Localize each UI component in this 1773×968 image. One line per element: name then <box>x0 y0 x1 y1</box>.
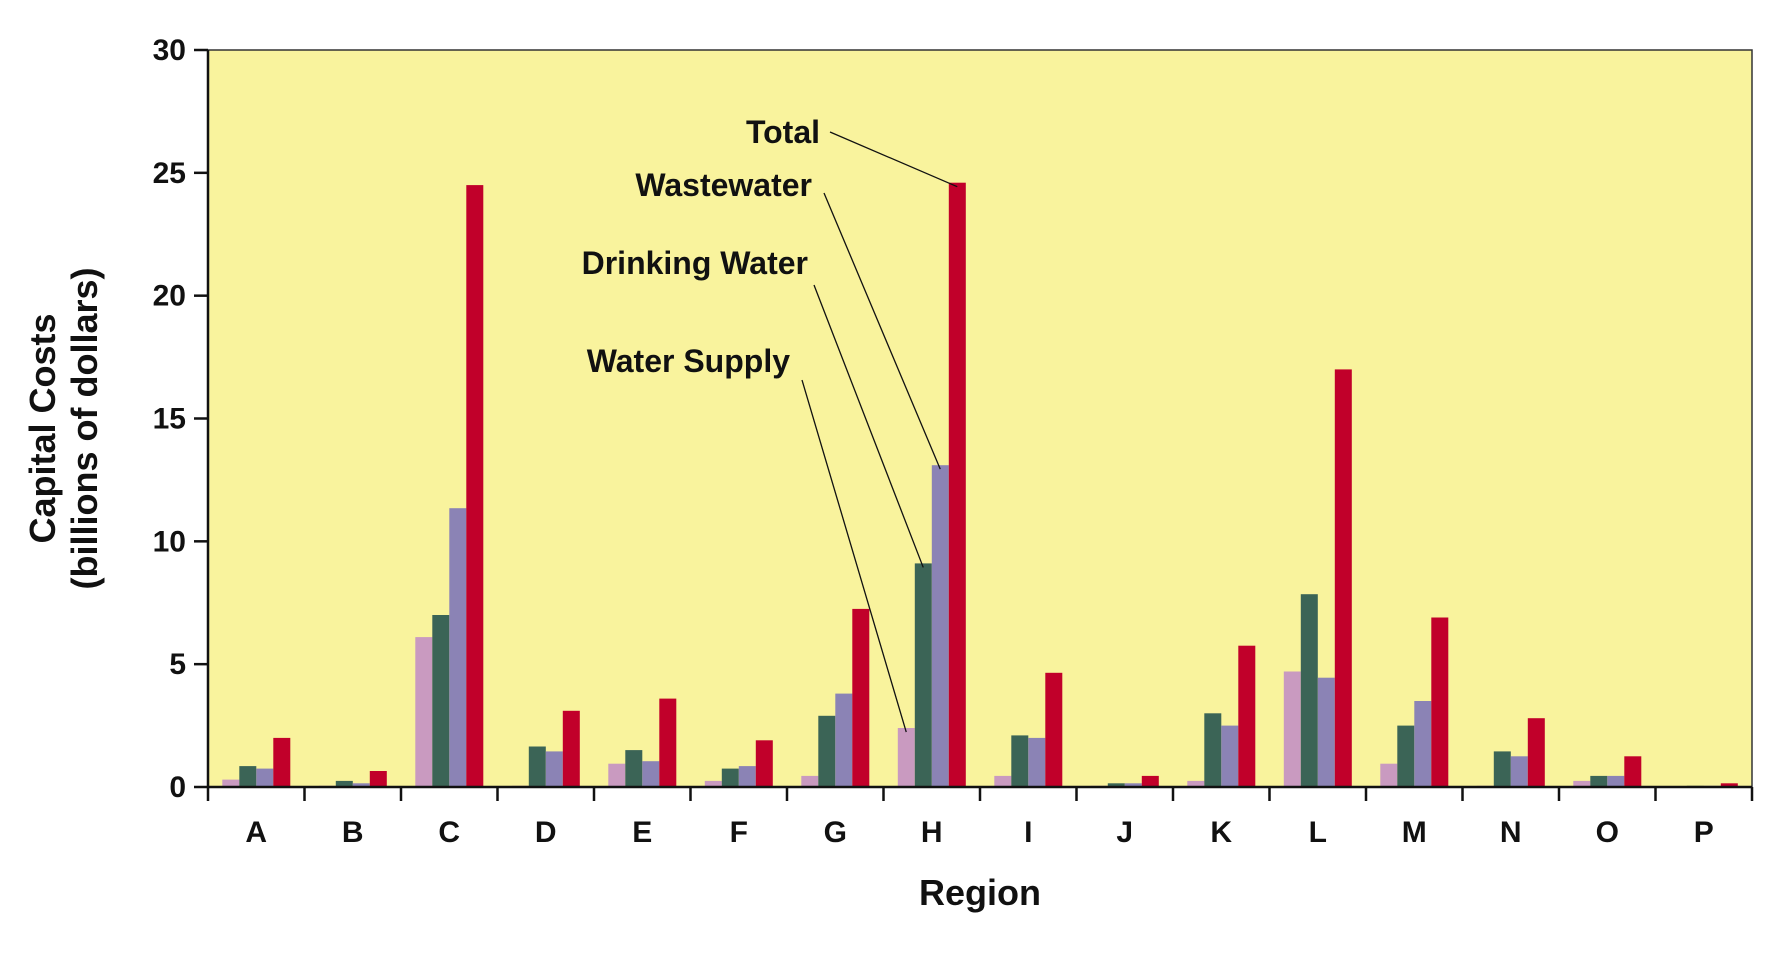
bar-water-supply-M <box>1380 763 1398 787</box>
y-tick-label-25: 25 <box>153 157 186 190</box>
bar-total-I <box>1045 672 1063 787</box>
bar-drinking-water-N <box>1493 751 1511 787</box>
bars-layer <box>222 182 1738 788</box>
bar-wastewater-J <box>1124 783 1142 787</box>
bar-drinking-water-I <box>1011 735 1029 787</box>
callout-line-wastewater <box>823 192 941 470</box>
bar-total-P <box>1720 783 1738 787</box>
callout-line-drinking-water <box>813 284 924 568</box>
bar-water-supply-E <box>608 763 626 787</box>
x-tick-label-B: B <box>342 816 364 849</box>
bar-water-supply-G <box>801 775 819 787</box>
bar-water-supply-K <box>1187 780 1205 787</box>
callout-label-water-supply: Water Supply <box>587 343 790 379</box>
bar-drinking-water-A <box>239 766 257 787</box>
x-tick-label-K: K <box>1210 816 1232 849</box>
x-tick-label-H: H <box>921 816 943 849</box>
bar-drinking-water-B <box>335 780 353 787</box>
bar-wastewater-A <box>256 768 274 787</box>
x-tick-label-C: C <box>438 816 460 849</box>
callout-label-wastewater: Wastewater <box>635 167 812 203</box>
callout-label-total: Total <box>746 114 820 150</box>
y-tick-label-30: 30 <box>153 34 186 67</box>
bar-drinking-water-E <box>625 750 643 787</box>
bar-drinking-water-D <box>528 746 546 787</box>
bar-drinking-water-F <box>721 768 739 787</box>
bar-total-G <box>852 608 870 787</box>
bar-drinking-water-O <box>1590 775 1608 787</box>
bar-wastewater-N <box>1510 756 1528 787</box>
bar-wastewater-G <box>835 693 853 787</box>
bar-wastewater-D <box>545 751 563 787</box>
x-tick-label-F: F <box>730 816 748 849</box>
x-tick-label-E: E <box>632 816 652 849</box>
callout-line-water-supply <box>801 379 907 733</box>
callout-line-total <box>829 131 958 188</box>
bar-water-supply-I <box>994 775 1012 787</box>
bar-wastewater-C <box>449 508 467 787</box>
y-tick-label-10: 10 <box>153 525 186 558</box>
y-tick-label-5: 5 <box>169 648 186 681</box>
y-tick-label-20: 20 <box>153 280 186 313</box>
x-tick-label-J: J <box>1116 816 1133 849</box>
bar-wastewater-I <box>1028 737 1046 787</box>
x-tick-label-G: G <box>824 816 847 849</box>
y-axis-title-line-1: Capital Costs <box>22 313 63 543</box>
bar-total-K <box>1238 645 1256 787</box>
x-axis-title: Region <box>919 872 1041 913</box>
bar-drinking-water-L <box>1300 594 1318 787</box>
bar-drinking-water-G <box>818 715 836 787</box>
x-tick-label-I: I <box>1024 816 1032 849</box>
callout-label-drinking-water: Drinking Water <box>582 245 808 281</box>
axes-layer <box>194 48 1754 801</box>
x-tick-label-P: P <box>1694 816 1714 849</box>
x-tick-label-L: L <box>1309 816 1327 849</box>
bar-wastewater-K <box>1221 725 1239 787</box>
bar-water-supply-A <box>222 779 240 787</box>
bar-drinking-water-J <box>1107 783 1125 787</box>
bar-total-L <box>1334 369 1352 787</box>
bar-total-N <box>1527 718 1545 787</box>
bar-total-J <box>1141 775 1159 787</box>
bar-total-H <box>948 182 966 787</box>
x-tick-label-M: M <box>1402 816 1427 849</box>
y-axis-title-line-2: (billions of dollars) <box>64 268 105 590</box>
bar-wastewater-M <box>1414 701 1432 787</box>
bar-drinking-water-K <box>1204 713 1222 787</box>
bar-wastewater-E <box>642 761 660 787</box>
bar-total-B <box>369 771 387 787</box>
bar-wastewater-F <box>738 766 756 787</box>
x-tick-label-N: N <box>1500 816 1522 849</box>
bar-total-A <box>273 737 291 787</box>
bar-wastewater-B <box>352 783 370 787</box>
bar-total-C <box>466 185 484 788</box>
x-tick-label-O: O <box>1596 816 1619 849</box>
bar-wastewater-L <box>1317 677 1335 787</box>
bar-total-D <box>562 710 580 787</box>
y-tick-labels: 0 5 10 15 20 25 30 <box>153 34 186 804</box>
y-tick-label-15: 15 <box>153 403 186 436</box>
bar-total-M <box>1431 617 1449 787</box>
x-tick-label-D: D <box>535 816 557 849</box>
bar-total-F <box>755 740 773 787</box>
bar-drinking-water-H <box>914 563 932 787</box>
callout-labels: Total Wastewater Drinking Water Water Suppl… <box>582 114 820 379</box>
bar-water-supply-C <box>415 637 433 787</box>
bar-total-O <box>1624 756 1642 787</box>
bar-water-supply-H <box>897 728 915 787</box>
callout-lines <box>801 131 958 733</box>
y-tick-label-0: 0 <box>169 771 186 804</box>
bar-total-E <box>659 698 677 787</box>
bar-drinking-water-C <box>432 615 450 787</box>
bar-wastewater-O <box>1607 775 1625 787</box>
bar-drinking-water-M <box>1397 725 1415 787</box>
bar-water-supply-O <box>1573 780 1591 787</box>
x-tick-labels: A B C D E F G H I J K L M N O P <box>245 816 1713 849</box>
x-tick-label-A: A <box>245 816 267 849</box>
bar-wastewater-H <box>931 465 949 787</box>
bar-water-supply-L <box>1283 671 1301 787</box>
bar-water-supply-F <box>704 780 722 787</box>
